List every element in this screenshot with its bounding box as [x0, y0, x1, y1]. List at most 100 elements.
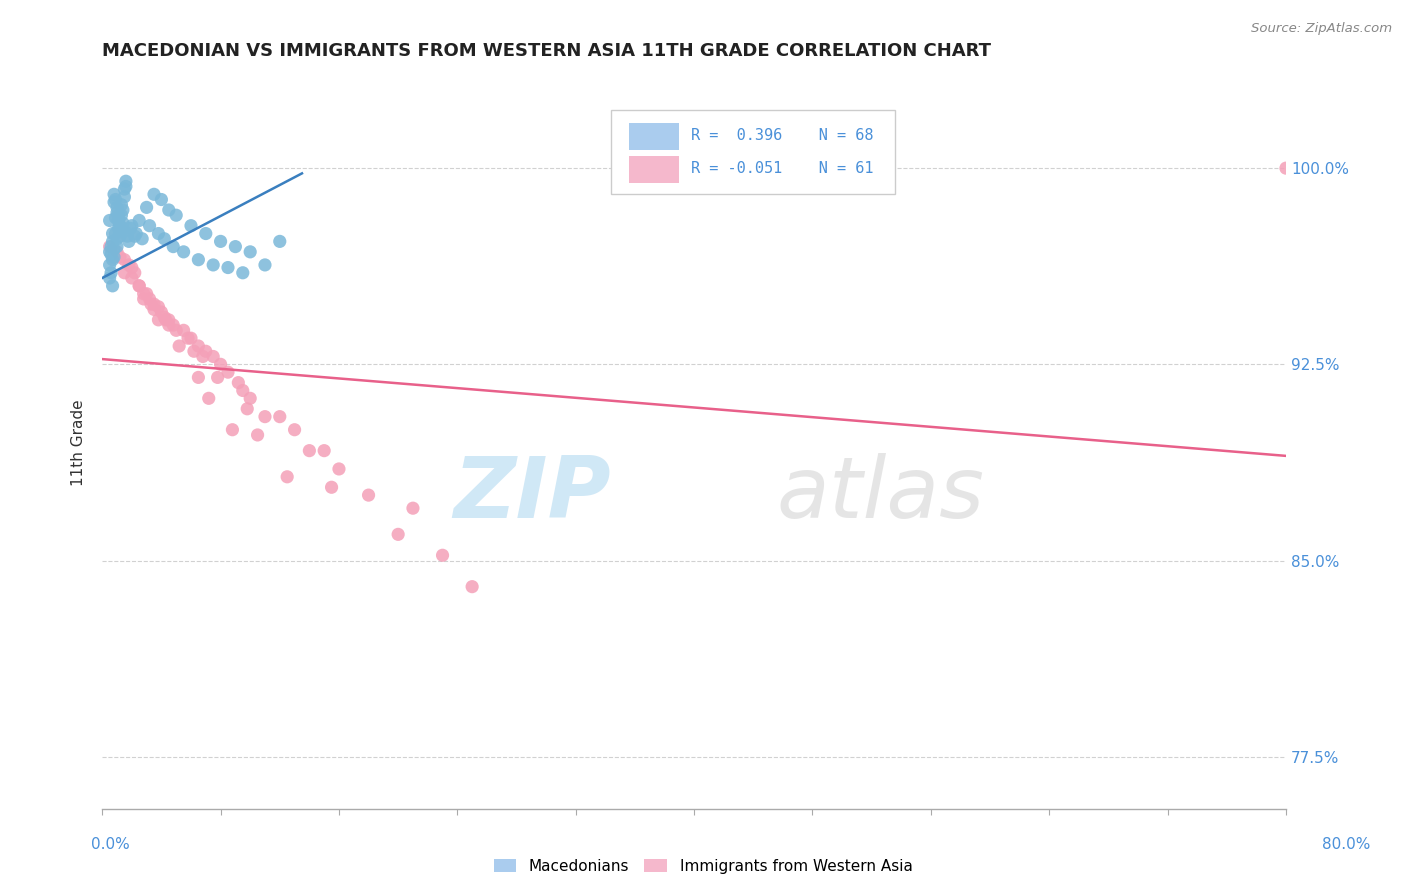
Point	[143, 302, 166, 317]
Point	[232, 266, 254, 280]
Point	[121, 219, 143, 233]
Point	[112, 252, 135, 267]
FancyBboxPatch shape	[612, 110, 896, 194]
Point	[101, 278, 124, 293]
Point	[128, 213, 150, 227]
Point	[120, 221, 142, 235]
Text: atlas: atlas	[778, 452, 986, 535]
Point	[232, 384, 254, 398]
Point	[132, 292, 155, 306]
Point	[108, 224, 131, 238]
Point	[387, 527, 409, 541]
Point	[112, 190, 135, 204]
Point	[209, 235, 232, 249]
Point	[124, 266, 146, 280]
Point	[101, 227, 124, 241]
Point	[239, 392, 262, 406]
Point	[253, 409, 276, 424]
Point	[103, 187, 125, 202]
Point	[110, 198, 132, 212]
Point	[143, 187, 166, 202]
Point	[194, 227, 217, 241]
Point	[110, 208, 132, 222]
Point	[128, 278, 150, 293]
Text: R = -0.051    N = 61: R = -0.051 N = 61	[690, 161, 873, 177]
Point	[135, 286, 157, 301]
Point	[104, 193, 127, 207]
Point	[98, 239, 121, 253]
Point	[209, 357, 232, 371]
Point	[111, 202, 134, 217]
Point	[125, 227, 148, 241]
Point	[276, 470, 298, 484]
Text: 80.0%: 80.0%	[1323, 837, 1371, 852]
Point	[138, 292, 160, 306]
Point	[108, 219, 131, 233]
Text: 0.0%: 0.0%	[91, 837, 131, 852]
Point	[269, 235, 291, 249]
Point	[180, 331, 202, 345]
Point	[217, 365, 239, 379]
Point	[100, 247, 122, 261]
Point	[194, 344, 217, 359]
Point	[108, 250, 131, 264]
Point	[115, 174, 138, 188]
Point	[101, 235, 124, 249]
Point	[202, 258, 225, 272]
FancyBboxPatch shape	[628, 156, 679, 183]
Point	[107, 208, 129, 222]
Point	[148, 227, 170, 241]
Text: Source: ZipAtlas.com: Source: ZipAtlas.com	[1251, 22, 1392, 36]
Point	[103, 195, 125, 210]
Point	[165, 323, 187, 337]
Point	[187, 339, 209, 353]
Point	[98, 244, 121, 259]
Point	[165, 208, 187, 222]
Point	[107, 213, 129, 227]
Point	[461, 580, 484, 594]
Point	[143, 297, 166, 311]
Point	[183, 344, 205, 359]
Point	[105, 244, 128, 259]
Point	[269, 409, 291, 424]
Point	[228, 376, 250, 390]
Y-axis label: 11th Grade: 11th Grade	[72, 400, 86, 486]
Point	[187, 370, 209, 384]
Text: MACEDONIAN VS IMMIGRANTS FROM WESTERN ASIA 11TH GRADE CORRELATION CHART: MACEDONIAN VS IMMIGRANTS FROM WESTERN AS…	[103, 42, 991, 60]
Point	[98, 213, 121, 227]
Point	[124, 229, 146, 244]
Point	[117, 229, 139, 244]
Point	[314, 443, 336, 458]
Point	[105, 200, 128, 214]
Point	[321, 480, 343, 494]
Point	[121, 271, 143, 285]
Point	[173, 244, 195, 259]
Point	[135, 200, 157, 214]
Point	[112, 224, 135, 238]
Point	[180, 219, 202, 233]
Point	[101, 252, 124, 267]
Point	[157, 313, 180, 327]
Text: R =  0.396    N = 68: R = 0.396 N = 68	[690, 128, 873, 144]
Point	[284, 423, 307, 437]
Point	[104, 211, 127, 225]
Point	[100, 239, 122, 253]
Point	[197, 392, 219, 406]
Point	[112, 266, 135, 280]
Point	[148, 300, 170, 314]
Point	[115, 179, 138, 194]
Point	[162, 239, 184, 253]
FancyBboxPatch shape	[628, 123, 679, 150]
Point	[253, 258, 276, 272]
Point	[224, 239, 246, 253]
Point	[98, 271, 121, 285]
Text: ZIP: ZIP	[454, 452, 612, 535]
Point	[298, 443, 321, 458]
Point	[217, 260, 239, 275]
Point	[128, 278, 150, 293]
Point	[207, 370, 229, 384]
Point	[108, 229, 131, 244]
Legend: Macedonians, Immigrants from Western Asia: Macedonians, Immigrants from Western Asi…	[488, 853, 918, 880]
Point	[112, 182, 135, 196]
Point	[246, 428, 269, 442]
